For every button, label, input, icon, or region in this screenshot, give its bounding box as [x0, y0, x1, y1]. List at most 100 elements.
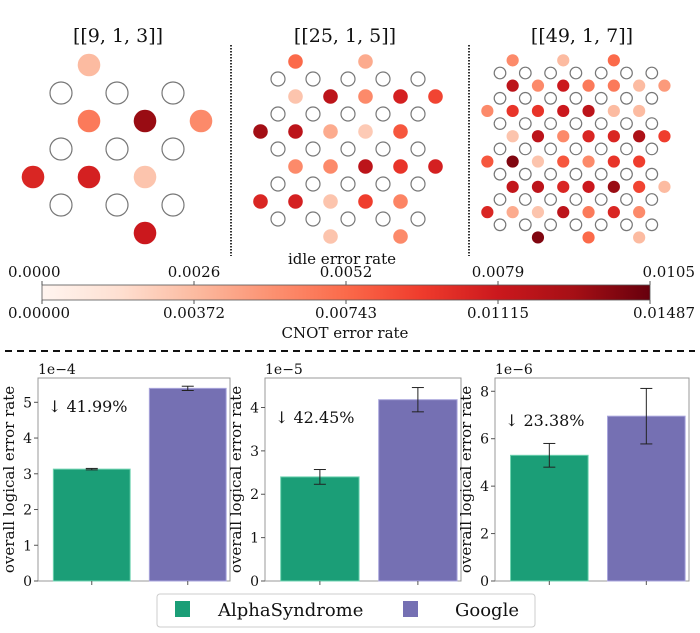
colorbar-top-tick-label: 0.0026: [168, 263, 221, 281]
ancilla-qubit: [21, 165, 45, 189]
y-tick-label: 1: [23, 538, 32, 554]
data-qubit: [161, 193, 185, 217]
data-qubit: [340, 71, 356, 87]
data-qubit: [569, 117, 583, 130]
ancilla-qubit: [658, 180, 671, 193]
ancilla-qubit: [323, 89, 338, 104]
ancilla-qubit: [658, 79, 671, 92]
data-qubit: [620, 167, 633, 181]
data-qubit: [518, 193, 532, 206]
data-qubit: [544, 167, 557, 181]
data-qubit: [49, 81, 73, 105]
ancilla-qubit: [481, 155, 494, 168]
ancilla-qubit: [531, 104, 545, 118]
ancilla-qubit: [253, 124, 268, 139]
colorbar-bottom-tick-label: 0.00000: [8, 304, 70, 322]
data-qubit: [375, 141, 391, 157]
y-tick-label: 2: [23, 503, 32, 519]
colorbar-top-tick-label: 0.0105: [643, 263, 696, 281]
data-qubit: [305, 176, 321, 192]
data-qubit: [620, 218, 633, 232]
data-qubit: [594, 167, 608, 181]
data-qubit: [645, 167, 659, 181]
lattice-d3: [21, 53, 213, 245]
ancilla-qubit: [582, 130, 595, 143]
ancilla-qubit: [393, 229, 408, 244]
exponent-label: 1e−6: [495, 362, 533, 378]
data-qubit: [493, 66, 507, 80]
exponent-label: 1e−5: [265, 362, 303, 378]
ancilla-qubit: [557, 206, 570, 219]
data-qubit: [161, 137, 185, 161]
colorbar-bottom-tick-label: 0.01487: [633, 304, 695, 322]
ancilla-qubit: [133, 165, 157, 189]
data-qubit: [620, 117, 633, 130]
data-qubit: [518, 66, 532, 80]
ancilla-qubit: [253, 194, 268, 209]
ancilla-qubit: [393, 89, 408, 104]
ancilla-qubit: [288, 194, 303, 209]
reduction-annotation: ↓ 23.38%: [505, 411, 585, 430]
data-qubit: [594, 142, 608, 156]
data-qubit: [305, 71, 321, 87]
legend-swatch-alphasyndrome: [175, 601, 190, 617]
ancilla-qubit: [557, 130, 570, 143]
bar-charts: 0 1 2 3 4 5 1e−4 overall logical error rate ↓ 41…: [0, 362, 690, 590]
ancilla-qubit: [393, 194, 408, 209]
ancilla-qubit: [582, 79, 595, 92]
data-qubit: [544, 117, 557, 130]
ancilla-qubit: [506, 54, 519, 67]
legend-label-alphasyndrome: AlphaSyndrome: [217, 600, 363, 621]
legend: AlphaSyndrome Google: [156, 593, 536, 628]
bar-alphasyndrome: [280, 476, 360, 582]
ancilla-qubit: [428, 159, 443, 174]
colorbar-top-label: idle error rate: [288, 250, 396, 268]
ancilla-qubit: [323, 229, 338, 244]
bar-google: [378, 399, 458, 582]
y-tick-label: 0: [23, 574, 32, 590]
data-qubit: [270, 176, 286, 192]
ancilla-qubit: [633, 130, 646, 143]
y-tick-label: 6: [480, 432, 489, 448]
ancilla-qubit: [531, 180, 545, 193]
reduction-annotation: ↓ 41.99%: [48, 397, 128, 416]
data-qubit: [620, 142, 633, 156]
ancilla-qubit: [506, 180, 519, 193]
bar-chart-1: 0 1 2 3 4 5 1e−4 overall logical error rate ↓ 41…: [0, 362, 231, 590]
ancilla-qubit: [506, 155, 519, 168]
ancilla-qubit: [358, 89, 373, 104]
ancilla-qubit: [481, 206, 494, 219]
data-qubit: [569, 142, 583, 156]
data-qubit: [340, 106, 356, 122]
ancilla-qubit: [531, 206, 545, 219]
data-qubit: [375, 211, 391, 227]
data-qubit: [375, 176, 391, 192]
data-qubit: [305, 106, 321, 122]
y-tick-label: 0: [480, 574, 489, 590]
lattice-title-d5: [[25, 1, 5]]: [294, 25, 396, 47]
colorbar-gradient: [41, 284, 651, 301]
data-qubit: [645, 193, 659, 206]
data-qubit: [340, 141, 356, 157]
data-qubit: [645, 91, 659, 105]
ancilla-qubit: [582, 180, 595, 193]
data-qubit: [569, 91, 583, 105]
ancilla-qubit: [633, 104, 646, 118]
data-qubit: [544, 193, 557, 206]
bar-alphasyndrome: [510, 454, 589, 582]
data-qubit: [620, 91, 633, 105]
lattice-d5: [253, 54, 443, 244]
data-qubit: [49, 193, 73, 217]
ancilla-qubit: [288, 89, 303, 104]
ancilla-qubit: [428, 89, 443, 104]
data-qubit: [493, 117, 507, 130]
lattice-panels: [21, 53, 671, 245]
ancilla-qubit: [531, 231, 545, 244]
data-qubit: [620, 66, 633, 80]
bar-chart-3: 0 2 4 6 8 1e−6 overall logical error rate ↓ 23.…: [457, 362, 690, 590]
bar-google: [148, 387, 227, 582]
data-qubit: [518, 117, 532, 130]
colorbar-top-tick-label: 0.0000: [8, 263, 61, 281]
colorbar-top-tick-label: 0.0079: [472, 263, 525, 281]
ancilla-qubit: [658, 130, 671, 143]
